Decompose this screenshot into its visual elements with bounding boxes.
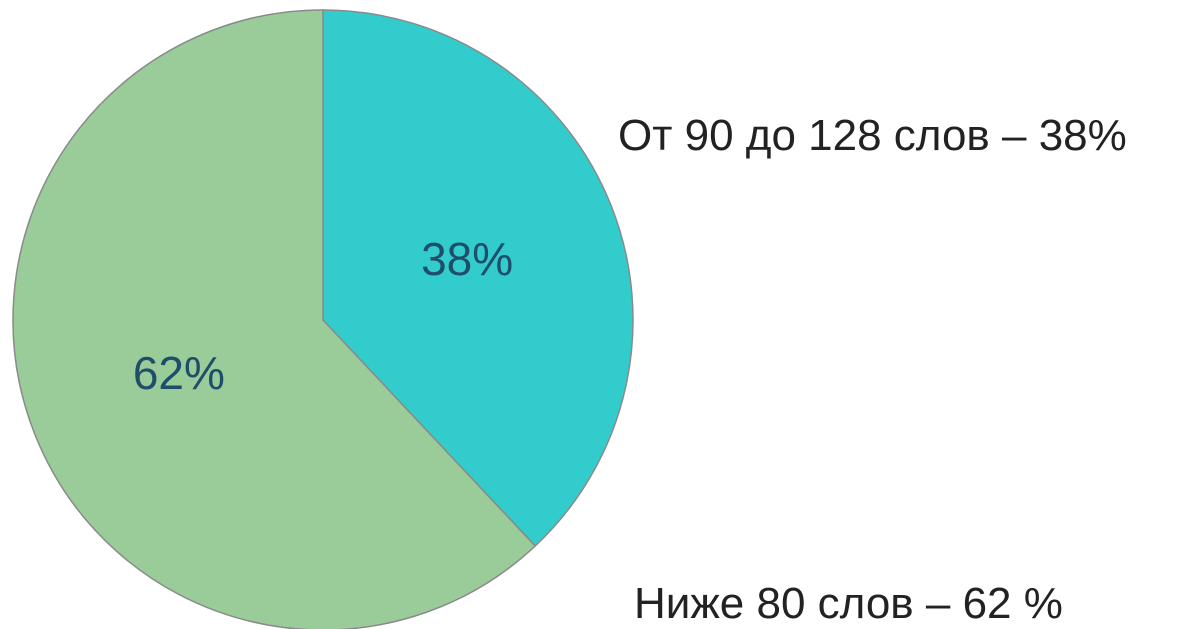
pie-data-label-0: 38% (421, 233, 513, 285)
pie-slice-0 (322, 9, 634, 548)
slice-label-90-128-words: От 90 до 128 слов – 38% (618, 111, 1127, 160)
slice-label-below-80-words: Ниже 80 слов – 62 % (634, 579, 1063, 628)
pie-data-labels: 38% 62% (133, 233, 513, 399)
pie-slices (12, 9, 634, 629)
pie-data-label-1: 62% (133, 347, 225, 399)
pie-slice-1 (12, 9, 537, 629)
